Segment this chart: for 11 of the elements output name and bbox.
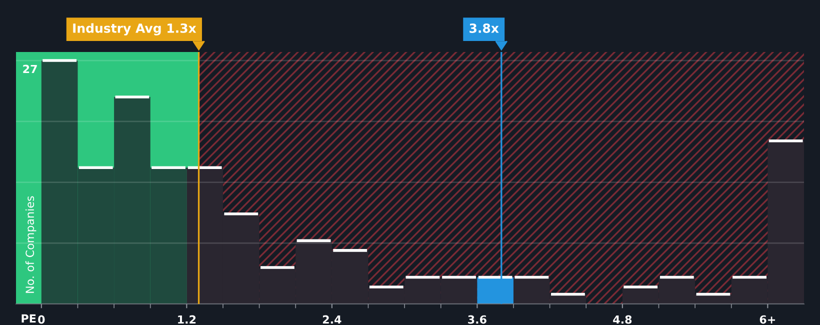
x-axis-title: PE — [22, 314, 36, 323]
y-axis-title: No. of Companies — [25, 196, 36, 293]
x-tick-label: 0 — [38, 315, 45, 324]
ref-line-label: Industry Avg 1.3x — [73, 23, 196, 36]
ref-line-label: 3.8x — [470, 23, 499, 33]
x-tick-label: 3.6 — [468, 315, 486, 324]
x-tick-label: 2.4 — [322, 315, 342, 324]
x-tick-label: 1.2 — [178, 315, 196, 324]
annotation: 27 — [23, 64, 37, 74]
x-tick-label: 6+ — [760, 315, 776, 324]
x-tick-label: 4.8 — [613, 315, 632, 324]
